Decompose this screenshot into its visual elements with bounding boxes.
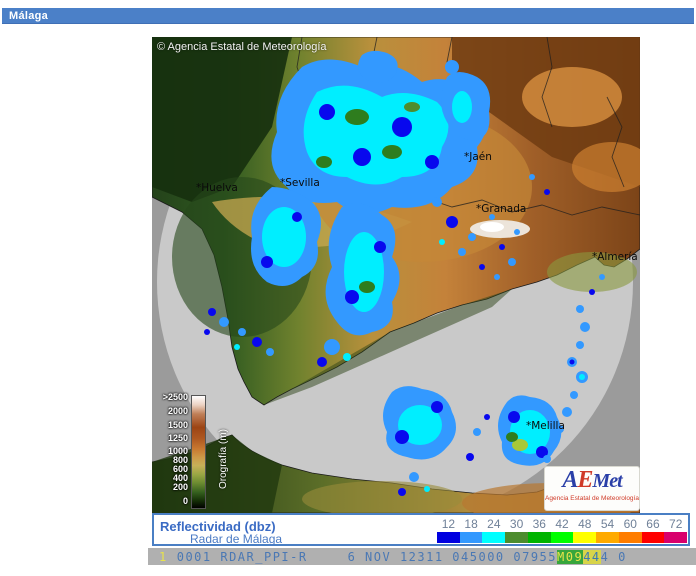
dbz-tick: 54 bbox=[600, 517, 615, 531]
dbz-tick: 42 bbox=[555, 517, 569, 531]
dbz-color-swatch bbox=[437, 532, 460, 543]
dbz-color-swatch bbox=[664, 532, 688, 543]
aemet-logo-subtitle: Agencia Estatal de Meteorología bbox=[545, 495, 639, 502]
dbz-tick: 72 bbox=[669, 517, 683, 531]
radar-name-label: Radar de Málaga bbox=[190, 532, 283, 546]
dbz-tick: 30 bbox=[509, 517, 524, 531]
orography-tick: 1000 bbox=[167, 446, 188, 456]
aemet-logo-text: AEMet bbox=[562, 467, 622, 493]
status-tail: 4 0 bbox=[600, 549, 627, 564]
dbz-color-swatch bbox=[596, 532, 619, 543]
page-title: Málaga bbox=[9, 9, 49, 22]
product-status-bar: 1 0001 RDAR_PPI-R 6 NOV 12311 045000 079… bbox=[148, 548, 696, 565]
radar-map[interactable]: *Huelva *Sevilla *Jaén *Granada *Almería… bbox=[152, 37, 640, 513]
dbz-color-swatch bbox=[482, 532, 506, 543]
dbz-color-swatch bbox=[573, 532, 597, 543]
orography-tick: 600 bbox=[172, 464, 188, 474]
orography-tick: 200 bbox=[172, 482, 188, 492]
dbz-tick: 66 bbox=[646, 517, 660, 531]
city-label-sevilla: *Sevilla bbox=[280, 177, 320, 189]
reflectivity-legend: Reflectividad (dbz) Radar de Málaga 12 1… bbox=[152, 513, 690, 546]
window-title-bar: Málaga bbox=[2, 8, 694, 24]
orography-tick: 400 bbox=[172, 473, 188, 483]
reflectivity-colorbar bbox=[437, 532, 688, 543]
copyright-label: © Agencia Estatal de Meteorología bbox=[157, 41, 327, 53]
orography-tick: 1250 bbox=[167, 433, 188, 443]
orography-tick: 2000 bbox=[167, 406, 188, 416]
orography-tick: 1500 bbox=[167, 420, 188, 430]
dbz-tick: 48 bbox=[578, 517, 592, 531]
reflectivity-tick-row: 12 18 24 30 36 42 48 54 60 66 72 bbox=[437, 517, 687, 531]
city-label-granada: *Granada bbox=[476, 203, 526, 215]
city-label-jaen: *Jaén bbox=[464, 151, 492, 163]
dbz-color-swatch bbox=[505, 532, 528, 543]
orography-tick: 0 bbox=[182, 496, 188, 506]
dbz-color-swatch bbox=[527, 532, 551, 543]
city-label-huelva: *Huelva bbox=[196, 182, 238, 194]
reflectivity-title: Reflectividad (dbz) bbox=[160, 519, 276, 534]
dbz-tick: 36 bbox=[532, 517, 546, 531]
dbz-color-swatch bbox=[459, 532, 483, 543]
orography-tick: >2500 bbox=[162, 392, 188, 402]
radar-terrain-graphic: *Huelva *Sevilla *Jaén *Granada *Almería… bbox=[152, 37, 640, 513]
precipitation-layer bbox=[204, 50, 605, 496]
dbz-tick: 60 bbox=[623, 517, 637, 531]
product-datetime: 6 NOV 12311 045000 07955 bbox=[347, 549, 557, 564]
aemet-logo: AEMet Agencia Estatal de Meteorología bbox=[544, 466, 640, 511]
product-id: 0001 RDAR_PPI-R bbox=[176, 549, 308, 564]
city-label-almeria: *Almería bbox=[592, 251, 638, 263]
orography-legend: >2500 2000 1500 1250 1000 800 600 400 20… bbox=[156, 392, 229, 509]
dbz-tick: 18 bbox=[464, 517, 478, 531]
dbz-color-swatch bbox=[641, 532, 665, 543]
dbz-tick: 12 bbox=[441, 517, 456, 531]
status-highlight-yellow: 44 bbox=[583, 549, 601, 564]
frame-number: 1 bbox=[159, 549, 168, 564]
dbz-color-swatch bbox=[618, 532, 642, 543]
status-highlight-green: M09 bbox=[557, 549, 584, 564]
dbz-tick: 24 bbox=[487, 517, 501, 531]
orography-title: Orografía (m) bbox=[218, 429, 308, 489]
orography-tick: 800 bbox=[172, 455, 188, 465]
dbz-color-swatch bbox=[550, 532, 574, 543]
city-label-melilla: *Melilla bbox=[526, 420, 565, 432]
orography-colorbar bbox=[191, 395, 206, 509]
